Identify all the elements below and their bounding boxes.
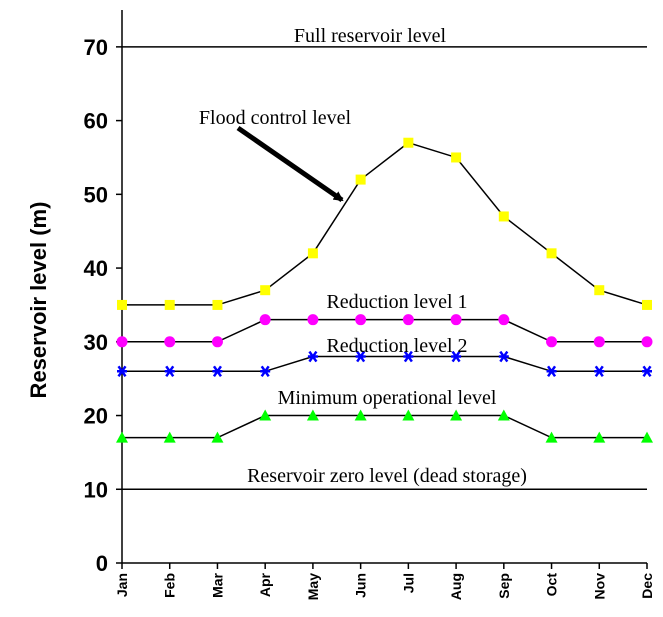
y-tick-label: 0 xyxy=(96,551,108,576)
point xyxy=(259,409,272,421)
point xyxy=(641,431,653,443)
point xyxy=(546,248,557,259)
point xyxy=(403,350,414,363)
y-axis-label: Reservoir level (m) xyxy=(26,202,51,399)
point xyxy=(164,299,175,310)
reference-label: Full reservoir level xyxy=(294,25,447,47)
point xyxy=(307,314,319,326)
point xyxy=(451,350,462,363)
y-tick-label: 40 xyxy=(84,256,108,281)
series-label: Reduction level 1 xyxy=(326,291,467,313)
y-tick-label: 10 xyxy=(84,477,108,502)
point xyxy=(117,299,127,310)
x-tick-label: Jun xyxy=(353,573,369,598)
x-tick-label: Sep xyxy=(496,573,512,599)
point xyxy=(402,314,414,326)
series-line xyxy=(122,141,648,306)
point xyxy=(593,431,606,443)
point xyxy=(450,409,463,421)
point xyxy=(307,248,318,259)
point xyxy=(594,365,605,378)
x-tick-label: Jul xyxy=(400,573,416,593)
x-tick-label: Nov xyxy=(591,573,607,600)
y-tick-label: 60 xyxy=(84,109,108,134)
x-tick-label: Feb xyxy=(162,573,178,598)
point xyxy=(546,365,557,378)
point xyxy=(545,431,558,443)
x-tick-label: Aug xyxy=(448,573,464,600)
point xyxy=(211,336,223,348)
y-tick-label: 70 xyxy=(84,35,108,60)
series-line xyxy=(122,318,647,343)
point xyxy=(117,365,127,378)
x-tick-label: May xyxy=(305,573,321,600)
series-line xyxy=(122,414,647,439)
y-tick-label: 30 xyxy=(84,330,108,355)
reference-label: Reservoir zero level (dead storage) xyxy=(247,465,527,487)
point xyxy=(497,409,510,421)
y-tick-label: 20 xyxy=(84,404,108,429)
point xyxy=(259,314,271,326)
point xyxy=(546,336,558,348)
x-tick-label: Oct xyxy=(544,573,560,597)
point xyxy=(212,299,223,310)
x-tick-label: Mar xyxy=(209,572,225,597)
series-line xyxy=(122,355,647,373)
annotation-arrow xyxy=(236,125,344,203)
point xyxy=(402,409,415,421)
point xyxy=(355,314,367,326)
point xyxy=(211,431,224,443)
point xyxy=(498,211,509,222)
point xyxy=(307,350,318,363)
point xyxy=(498,314,510,326)
series-label: Flood control level xyxy=(199,107,352,129)
point xyxy=(594,285,605,296)
y-tick-label: 50 xyxy=(84,182,108,207)
point xyxy=(641,336,653,348)
point xyxy=(403,137,414,148)
point xyxy=(163,431,176,443)
point xyxy=(355,174,366,185)
x-tick-label: Apr xyxy=(257,572,273,597)
point xyxy=(642,365,652,378)
point xyxy=(260,365,271,378)
point xyxy=(498,350,509,363)
point xyxy=(451,152,462,163)
point xyxy=(306,409,319,421)
x-tick-label: Jan xyxy=(114,573,130,597)
point xyxy=(212,365,223,378)
point xyxy=(593,336,605,348)
point xyxy=(164,365,175,378)
point xyxy=(116,431,128,443)
series-label: Reduction level 2 xyxy=(326,335,467,357)
point xyxy=(450,314,462,326)
point xyxy=(642,299,652,310)
series-label: Minimum operational level xyxy=(278,387,497,409)
x-tick-label: Dec xyxy=(639,573,655,599)
point xyxy=(355,350,366,363)
point xyxy=(116,336,128,348)
point xyxy=(164,336,176,348)
point xyxy=(260,285,271,296)
point xyxy=(354,409,367,421)
